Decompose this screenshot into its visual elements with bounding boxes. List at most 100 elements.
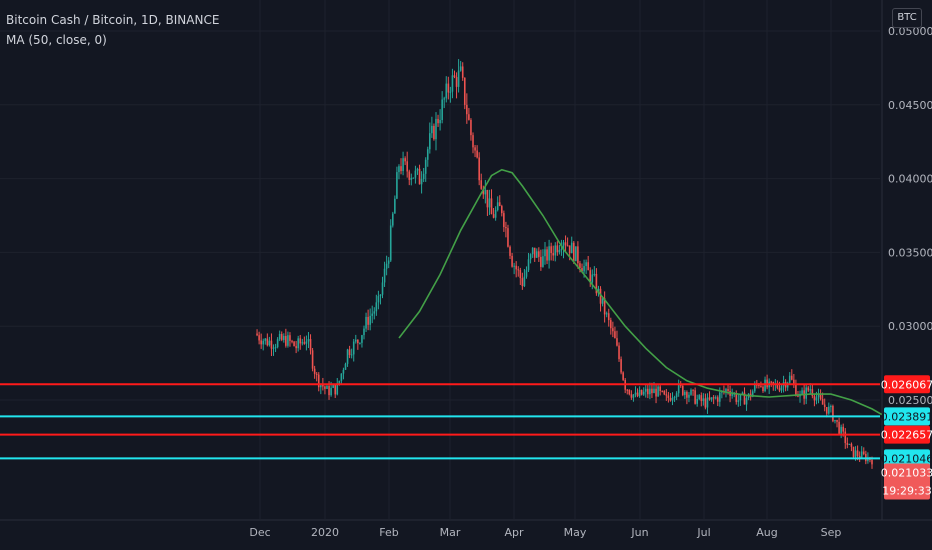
candle-body xyxy=(482,188,485,195)
candle-body xyxy=(437,118,439,124)
candle-body xyxy=(478,157,480,181)
candle-body xyxy=(854,450,857,457)
candle-body xyxy=(307,339,310,342)
candle-body xyxy=(303,342,306,344)
candle-body xyxy=(671,397,674,401)
candle-body xyxy=(383,268,386,283)
candle-body xyxy=(760,385,762,387)
candle-body xyxy=(538,251,540,257)
candle-body xyxy=(330,387,332,396)
candle-body xyxy=(688,394,690,398)
candle-body xyxy=(509,246,511,256)
candle-body xyxy=(649,388,651,395)
candle-body xyxy=(498,202,501,207)
candle-body xyxy=(445,83,448,99)
candle-body xyxy=(519,270,522,279)
candle-body xyxy=(776,384,779,388)
candle-body xyxy=(463,77,466,105)
candle-body xyxy=(396,172,398,199)
candle-body xyxy=(657,386,659,397)
candle-body xyxy=(558,249,561,253)
candle-body xyxy=(719,392,721,402)
candle-body xyxy=(262,340,265,345)
candle-body xyxy=(373,311,376,314)
candle-body xyxy=(457,70,460,87)
candle-body xyxy=(402,158,404,171)
candle-body xyxy=(410,177,413,180)
candle-body xyxy=(560,249,563,251)
candle-body xyxy=(451,75,454,92)
candle-body xyxy=(564,242,567,246)
candle-body xyxy=(375,302,378,312)
candle-body xyxy=(326,385,328,389)
candle-body xyxy=(449,91,452,93)
candle-body xyxy=(324,386,326,389)
x-tick-label: Mar xyxy=(440,526,461,539)
candle-body xyxy=(871,459,873,465)
candle-body xyxy=(270,340,273,349)
candle-body xyxy=(797,395,799,397)
candle-body xyxy=(494,210,497,218)
candle-body xyxy=(258,335,260,341)
candle-body xyxy=(751,391,754,397)
candle-body xyxy=(492,214,495,218)
candle-body xyxy=(793,379,795,384)
currency-button[interactable]: BTC xyxy=(892,8,922,28)
horizontal-levels xyxy=(0,383,880,460)
candle-body xyxy=(735,393,738,402)
candle-body xyxy=(389,225,392,261)
candle-body xyxy=(466,104,468,115)
candle-body xyxy=(305,341,308,344)
candle-body xyxy=(612,328,614,332)
candle-body xyxy=(626,389,629,391)
candle-body xyxy=(630,394,633,398)
candle-body xyxy=(369,315,371,325)
candle-body xyxy=(301,342,304,344)
candle-body xyxy=(381,282,384,295)
x-tick-label: Dec xyxy=(249,526,270,539)
candle-body xyxy=(704,398,707,408)
candle-body xyxy=(632,394,635,398)
candle-body xyxy=(696,398,698,404)
candle-body xyxy=(470,119,472,136)
candle-body xyxy=(340,373,343,381)
candle-body xyxy=(614,331,616,339)
candle-body xyxy=(453,75,456,78)
candle-body xyxy=(385,263,388,269)
candle-body xyxy=(836,419,838,422)
candle-body xyxy=(455,77,458,87)
candle-body xyxy=(544,249,546,257)
candle-body xyxy=(287,335,289,346)
candle-body xyxy=(400,166,402,171)
candle-body xyxy=(406,161,408,172)
candle-body xyxy=(540,256,542,267)
candle-body xyxy=(727,389,729,391)
time-axis: Dec 2020 Feb Mar Apr May Jun Jul Aug Sep xyxy=(249,526,841,539)
candle-body xyxy=(832,406,834,422)
candle-body xyxy=(731,394,733,396)
candle-body xyxy=(692,389,694,391)
candle-body xyxy=(591,274,594,283)
candle-body xyxy=(813,395,816,401)
candle-body xyxy=(607,313,610,321)
candle-body xyxy=(603,298,606,315)
candle-body xyxy=(706,397,709,408)
candle-body xyxy=(661,390,664,392)
candle-body xyxy=(422,173,425,180)
candle-body xyxy=(714,397,717,399)
indicator-label: MA (50, close, 0) xyxy=(6,33,107,47)
candle-body xyxy=(675,393,678,398)
candle-body xyxy=(350,354,353,356)
candle-body xyxy=(363,328,365,336)
candle-body xyxy=(788,375,791,383)
price-tags: 0.026067 0.023891 0.022657 0.021046 0.021033… xyxy=(881,375,932,500)
candle-body xyxy=(505,226,507,229)
candle-body xyxy=(850,443,853,447)
candle-body xyxy=(280,333,283,340)
candle-body xyxy=(616,338,618,346)
